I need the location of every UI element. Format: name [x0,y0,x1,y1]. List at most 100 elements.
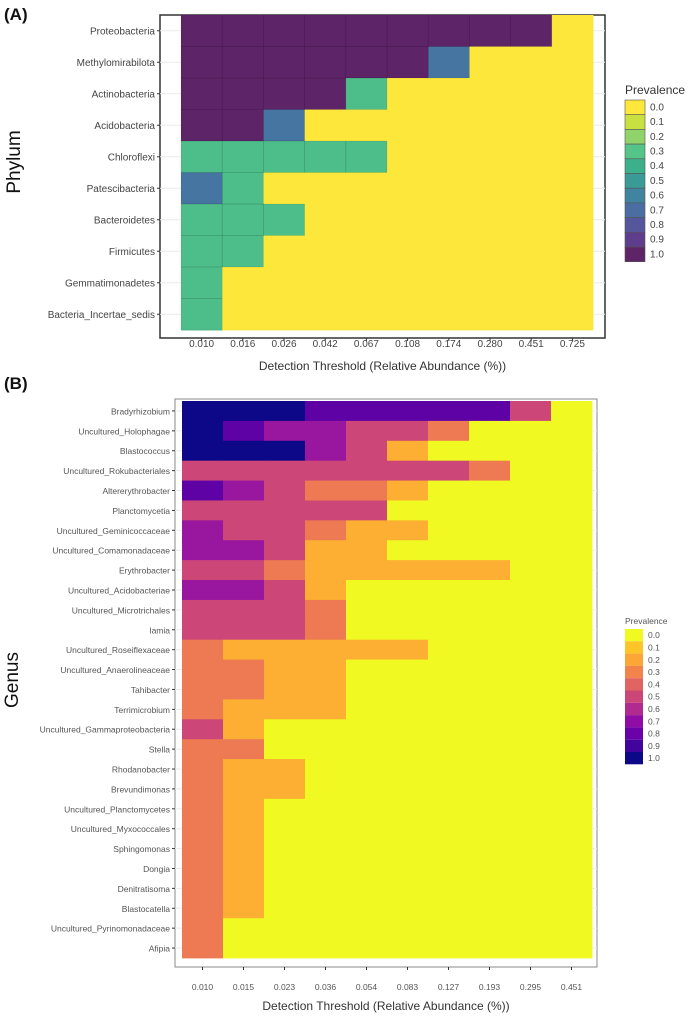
cell-outline [345,46,388,79]
heatmap-cell [264,778,306,800]
cell-outline [427,46,470,79]
legend-label: 0.5 [650,176,664,187]
heatmap-cell [510,818,552,840]
heatmap-cell [387,480,429,501]
legend-key [624,173,646,189]
heatmap-cell [469,619,511,641]
heatmap-cell [346,838,388,859]
heatmap-cell [305,798,347,820]
heatmap-cell [222,46,264,79]
heatmap-cell [182,560,224,581]
x-tick-label: 0.023 [274,982,296,992]
legend-key [624,217,646,233]
heatmap-cell [551,141,594,173]
heatmap-cell [346,759,388,780]
heatmap-cell [346,818,388,840]
heatmap-cell [387,858,429,879]
heatmap-cell [305,818,347,840]
heatmap-cell [469,838,511,859]
y-tick-label: Altererythrobacter [102,486,170,496]
heatmap-cell [345,298,388,331]
legend-key [625,715,643,728]
heatmap-cell [510,500,552,521]
heatmap-cell [387,580,429,601]
heatmap-cell [182,619,224,641]
heatmap-cell [264,440,306,462]
y-tick-label: Uncultured_Anaerolineaceae [60,665,170,675]
heatmap-cell [387,619,429,641]
heatmap-cell [264,639,306,661]
heatmap-cell [182,659,224,680]
heatmap-cell [469,15,511,47]
heatmap-cell [346,560,388,581]
heatmap-cell [345,141,388,173]
heatmap-cell [182,639,224,661]
heatmap-cell [428,639,470,661]
heatmap-cell [469,679,511,700]
heatmap-cell [223,878,265,899]
legend-key [624,232,646,248]
heatmap-cell [428,778,470,800]
heatmap-cell [223,639,265,661]
heatmap-cell [346,699,388,720]
legend-label: 0.6 [650,191,664,202]
legend-label: 0.1 [648,642,660,652]
y-tick-label: Bradyrhizobium [111,406,170,416]
heatmap-cell [304,204,347,236]
heatmap-cell [387,918,429,939]
y-tick-label: Brevundimonas [111,784,170,794]
heatmap-cell [551,480,593,501]
y-tick-label: Uncultured_Planctomycetes [64,804,170,814]
heatmap-cell [551,420,593,442]
heatmap-cell [469,739,511,760]
heatmap-cell [345,172,388,205]
x-tick-label: 0.193 [479,982,501,992]
y-tick-label: Planctomycetia [112,506,170,516]
y-tick-label: Dongia [143,864,170,874]
heatmap-cell [305,719,347,740]
heatmap-cell [510,46,553,79]
heatmap-cell [264,938,306,959]
legend-key [625,629,643,642]
y-axis-title: Phylum [4,130,25,193]
heatmap-cell [387,639,429,661]
heatmap-cell [551,540,593,561]
heatmap-cell [469,46,511,79]
heatmap-cell [263,141,305,173]
y-tick-label: Blastococcus [120,446,170,456]
x-tick-label: 0.042 [313,339,338,350]
heatmap-cell [264,719,306,740]
heatmap-cell [428,78,470,110]
heatmap-cell [469,109,511,142]
heatmap-cell [305,759,347,780]
heatmap-cell [551,520,593,541]
cell-outline [180,172,223,205]
y-tick-label: Denitratisoma [118,884,171,894]
heatmap-cell [387,818,429,840]
heatmap-cell [551,878,593,899]
y-tick-label: Uncultured_Comamonadaceae [52,546,170,556]
y-tick-label: Uncultured_Pyrinomonadaceae [51,924,170,934]
cell-outline [221,203,264,236]
heatmap-cell [305,858,347,879]
heatmap-cell [304,109,347,142]
legend: Prevalence 0.0 0.1 0.2 0.3 0.4 0.5 0.6 0.7 0.8 0.9… [624,83,685,262]
x-tick-label: 0.725 [560,339,585,350]
cell-outline [180,266,223,299]
cell-outline [180,14,223,47]
heatmap-cell [428,838,470,859]
heatmap-cell [428,141,470,173]
heatmap-cell [346,401,388,422]
heatmap-cell [469,172,511,205]
heatmap-cell [387,420,429,442]
y-tick-label: Stella [149,745,171,755]
cell-outline [221,46,264,79]
heatmap-cell [510,204,553,236]
heatmap-cell [428,267,470,299]
heatmap-cell [305,878,347,899]
heatmap-cell [428,109,470,142]
heatmap-cell [305,679,347,700]
heatmap-cell [305,540,347,561]
heatmap-cell [263,235,305,268]
heatmap-cell [304,15,347,47]
